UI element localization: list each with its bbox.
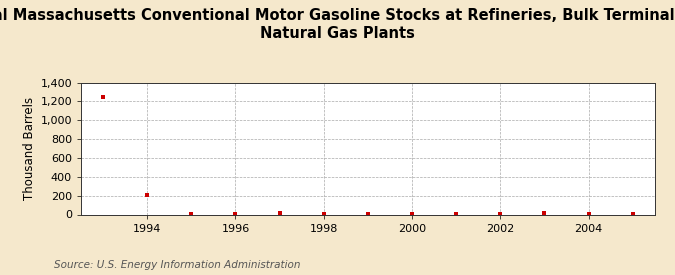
Y-axis label: Thousand Barrels: Thousand Barrels [23, 97, 36, 200]
Text: Annual Massachusetts Conventional Motor Gasoline Stocks at Refineries, Bulk Term: Annual Massachusetts Conventional Motor … [0, 8, 675, 41]
Text: Source: U.S. Energy Information Administration: Source: U.S. Energy Information Administ… [54, 260, 300, 270]
